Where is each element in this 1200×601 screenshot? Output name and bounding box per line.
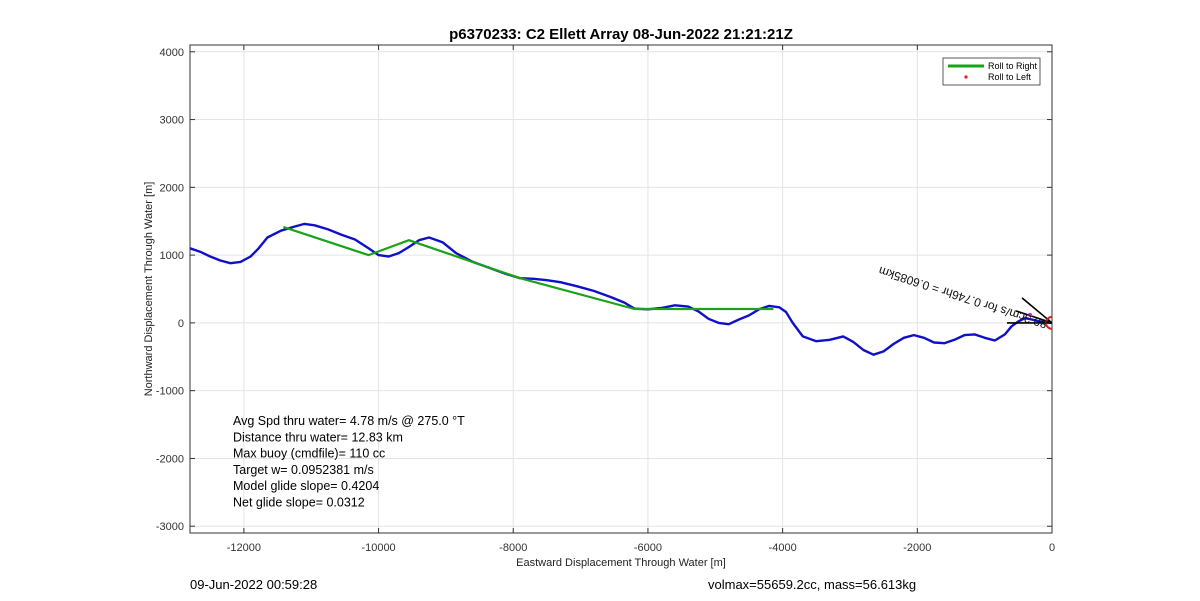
annotation-block: Avg Spd thru water= 4.78 m/s @ 275.0 °T D… bbox=[233, 414, 465, 510]
y-tick-label: 0 bbox=[178, 318, 184, 330]
waypoint-dot bbox=[1028, 312, 1032, 317]
roll-to-right-series-line bbox=[283, 226, 774, 311]
grid-lines bbox=[190, 45, 1053, 533]
x-tick-label: -10000 bbox=[361, 542, 395, 554]
axes: -12000 -10000 -8000 -6000 -4000 -2000 0-3000-2… bbox=[156, 44, 1055, 554]
annotation-line: Model glide slope= 0.4204 bbox=[233, 479, 379, 493]
data-layer: 80.3cm/s for 0.746hr = 0.6085km bbox=[190, 222, 1052, 356]
y-tick-label: 4000 bbox=[160, 47, 184, 59]
y-axis-label: Northward Displacement Through Water [m] bbox=[143, 182, 155, 397]
footer-timestamp: 09-Jun-2022 00:59:28 bbox=[190, 577, 318, 592]
y-tick-label: 1000 bbox=[160, 250, 184, 262]
x-axis-label: Eastward Displacement Through Water [m] bbox=[516, 557, 726, 569]
annotation-line: Net glide slope= 0.0312 bbox=[233, 496, 365, 510]
annotation-line: Target w= 0.0952381 m/s bbox=[233, 463, 374, 477]
annotation-line: Avg Spd thru water= 4.78 m/s @ 275.0 °T bbox=[233, 414, 465, 428]
y-tick-label: 2000 bbox=[160, 182, 184, 194]
end-position-marker bbox=[1045, 315, 1052, 330]
annotation-line: Distance thru water= 12.83 km bbox=[233, 430, 403, 444]
legend-box bbox=[942, 57, 1041, 86]
annotation-line: Max buoy (cmdfile)= 110 cc bbox=[233, 447, 385, 461]
y-tick-label: 3000 bbox=[160, 115, 184, 127]
y-tick-label: -2000 bbox=[156, 453, 184, 465]
legend-entry-label: Roll to Right bbox=[988, 61, 1038, 71]
x-tick-label: -2000 bbox=[903, 542, 931, 554]
legend-entry-label: Roll to Left bbox=[988, 72, 1032, 82]
y-tick-label: -1000 bbox=[156, 386, 184, 398]
footer-volmax-mass: volmax=55659.2cc, mass=56.613kg bbox=[708, 577, 917, 592]
x-tick-label: -12000 bbox=[227, 542, 261, 554]
x-tick-label: -8000 bbox=[499, 542, 527, 554]
current-speed-label: 80.3cm/s for 0.746hr = 0.6085km bbox=[877, 264, 1049, 332]
chart-title: p6370233: C2 Ellett Array 08-Jun-2022 21… bbox=[449, 26, 793, 43]
legend-dot-swatch bbox=[964, 75, 968, 79]
y-tick-label: -3000 bbox=[156, 521, 184, 533]
x-tick-label: -6000 bbox=[634, 542, 662, 554]
track-series-line bbox=[190, 222, 1052, 356]
x-tick-label: -4000 bbox=[769, 542, 797, 554]
x-tick-label: 0 bbox=[1049, 542, 1055, 554]
plot-frame bbox=[189, 44, 1053, 534]
